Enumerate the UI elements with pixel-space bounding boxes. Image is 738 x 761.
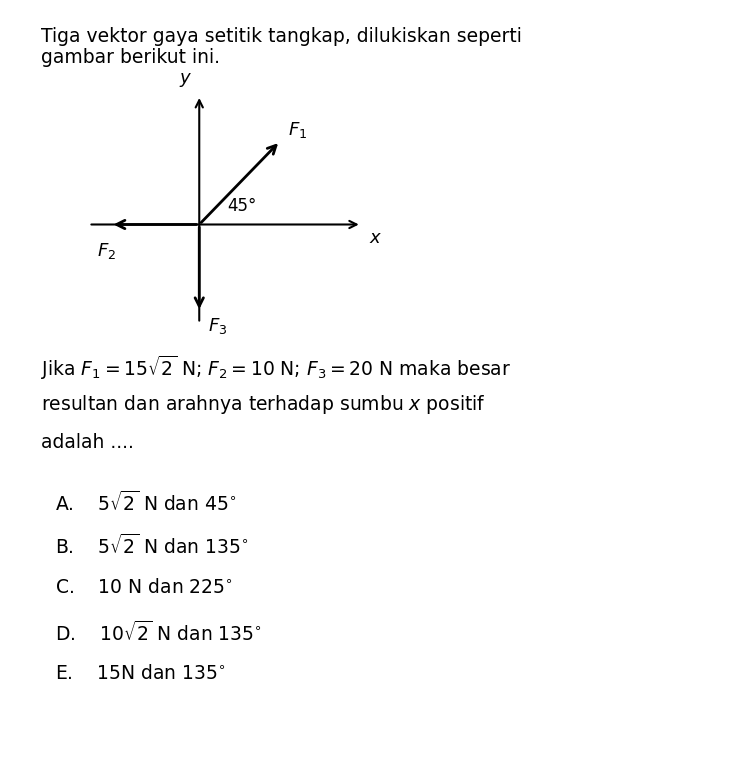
Text: D.    $10\sqrt{2}$ N dan 135$^{\circ}$: D. $10\sqrt{2}$ N dan 135$^{\circ}$ [55, 621, 262, 645]
Text: gambar berikut ini.: gambar berikut ini. [41, 48, 220, 67]
Text: Tiga vektor gaya setitik tangkap, dilukiskan seperti: Tiga vektor gaya setitik tangkap, diluki… [41, 27, 522, 46]
Text: A.    $5\sqrt{2}$ N dan 45$^{\circ}$: A. $5\sqrt{2}$ N dan 45$^{\circ}$ [55, 491, 237, 515]
Text: adalah ....: adalah .... [41, 433, 134, 452]
Text: $\mathit{F}_2$: $\mathit{F}_2$ [97, 241, 117, 261]
Text: $\mathit{F}_1$: $\mathit{F}_1$ [288, 119, 307, 139]
Text: $\mathit{y}$: $\mathit{y}$ [179, 71, 193, 89]
Text: B.    $5\sqrt{2}$ N dan 135$^{\circ}$: B. $5\sqrt{2}$ N dan 135$^{\circ}$ [55, 534, 249, 559]
Text: Jika $F_1 = 15\sqrt{2}$ N; $F_2 = 10$ N; $F_3 = 20$ N maka besar: Jika $F_1 = 15\sqrt{2}$ N; $F_2 = 10$ N;… [41, 354, 511, 382]
Text: 45°: 45° [227, 197, 257, 215]
Text: $\mathit{F}_3$: $\mathit{F}_3$ [208, 316, 227, 336]
Text: resultan dan arahnya terhadap sumbu $x$ positif: resultan dan arahnya terhadap sumbu $x$ … [41, 393, 486, 416]
Text: C.    10 N dan 225$^{\circ}$: C. 10 N dan 225$^{\circ}$ [55, 578, 233, 597]
Text: $\mathit{x}$: $\mathit{x}$ [369, 229, 382, 247]
Text: E.    15N dan 135$^{\circ}$: E. 15N dan 135$^{\circ}$ [55, 664, 226, 683]
